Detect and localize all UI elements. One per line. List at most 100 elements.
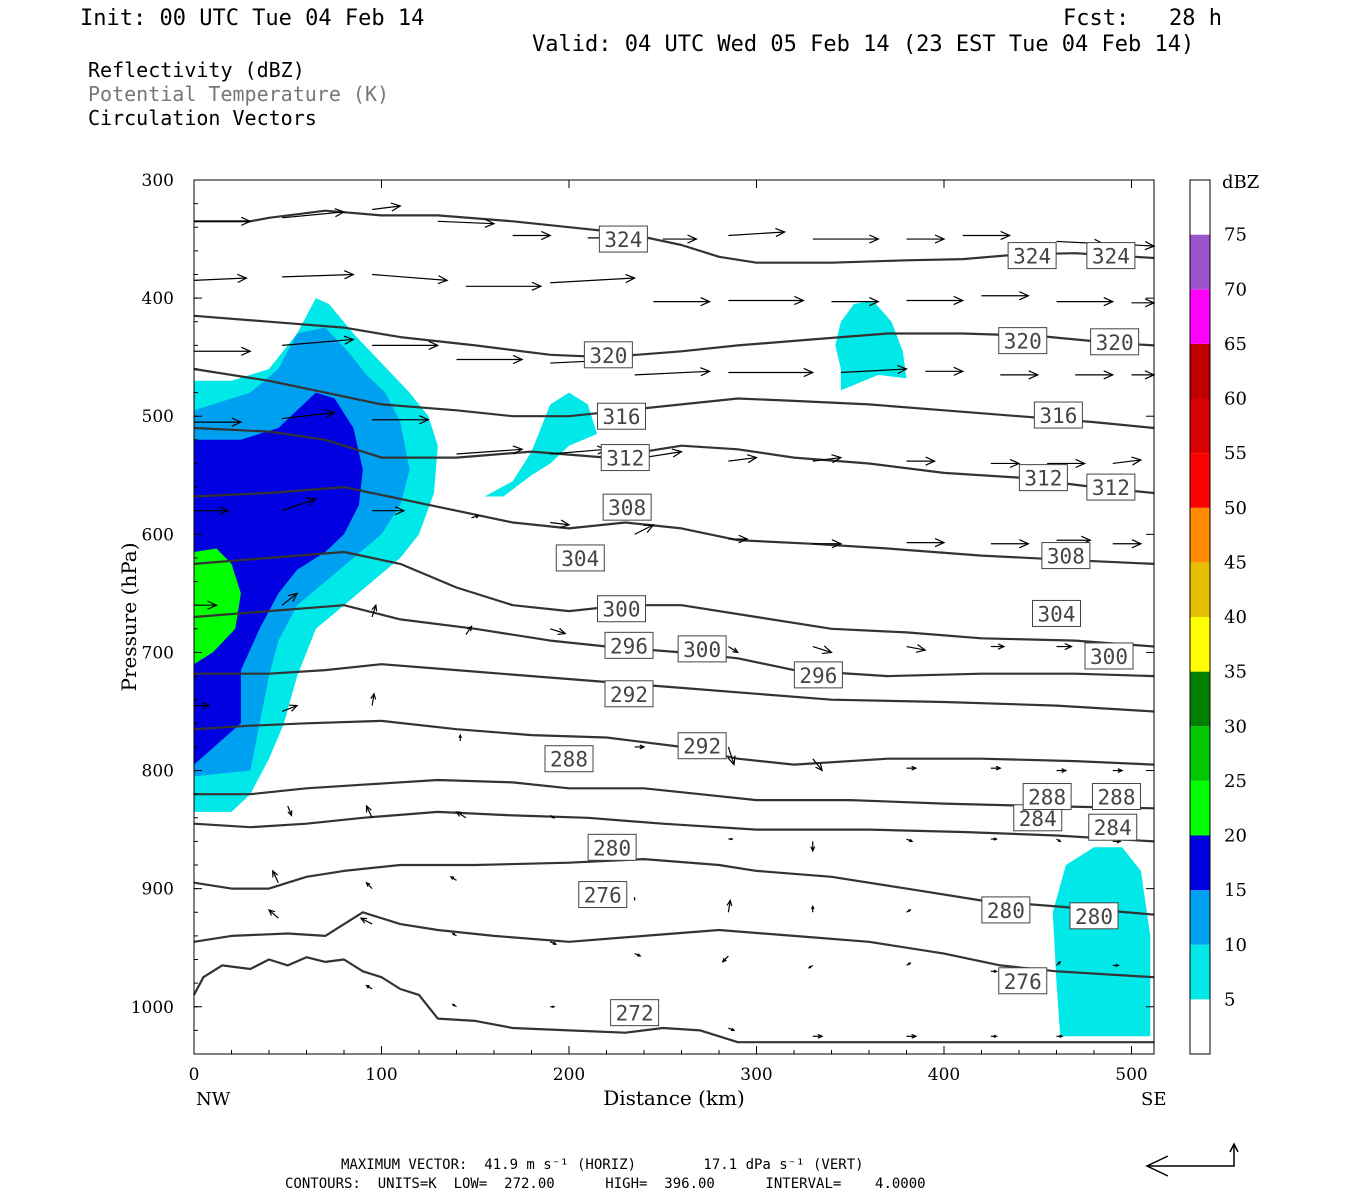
vector-shaft (840, 368, 907, 374)
y-tick-label: 900 (142, 880, 174, 900)
circulation-vector (370, 692, 377, 706)
contour-label-304: 304 (555, 544, 605, 572)
vector-shaft (371, 693, 375, 706)
circulation-vector (550, 519, 571, 529)
vector-arrowhead (821, 645, 833, 655)
circulation-vector (365, 881, 373, 890)
contour-label-316: 316 (1033, 401, 1083, 429)
circulation-vector (1112, 963, 1120, 968)
vector-arrowhead (637, 953, 642, 957)
reflectivity-region-5dbz (1052, 847, 1151, 1037)
plot-frame (193, 179, 1155, 1055)
contour-label-box (587, 833, 637, 861)
x-tick-label: 200 (553, 1065, 585, 1085)
vector-arrowhead (394, 506, 406, 516)
contour-label-text: 324 (604, 228, 642, 252)
contour-label-box (578, 881, 628, 909)
vector-arrowhead (993, 969, 998, 974)
circulation-vector (962, 230, 1012, 241)
colorbar-swatch (1190, 944, 1210, 1000)
contour-label-324: 324 (1007, 242, 1057, 270)
vector-shaft (456, 448, 523, 455)
contour-label-284: 284 (1013, 804, 1063, 832)
colorbar-swatch (1190, 999, 1210, 1054)
vector-shaft (268, 909, 279, 919)
circulation-vector (456, 354, 524, 365)
contour-label-box (1007, 242, 1057, 270)
colorbar-tick-label: 50 (1224, 498, 1247, 519)
vector-arrowhead (218, 506, 230, 516)
colorbar-tick-label: 30 (1224, 716, 1247, 737)
contour-label-box (1041, 542, 1091, 570)
vector-shaft (365, 805, 373, 819)
colorbar-swatch (1190, 890, 1210, 945)
vector-arrowhead (934, 537, 946, 548)
contour-label-text: 304 (561, 547, 599, 571)
vector-shaft (281, 498, 317, 512)
vector-arrowhead (908, 962, 912, 966)
circulation-vector (1112, 456, 1143, 466)
vector-arrowhead (915, 644, 927, 653)
contour-label-text: 284 (1019, 807, 1057, 831)
circulation-vector (990, 969, 998, 974)
circulation-vector (990, 539, 1030, 549)
circulation-vector (267, 908, 279, 919)
contour-label-text: 272 (616, 1002, 654, 1026)
contour-label-300: 300 (677, 635, 727, 663)
colorbar-swatch (1190, 617, 1210, 672)
circulation-vector (194, 216, 252, 226)
contour-label-text: 312 (1024, 467, 1062, 491)
colorbar-swatch (1190, 180, 1210, 235)
vector-arrowhead (451, 1003, 455, 1007)
vector-arrowhead (934, 234, 946, 244)
x-tick-label: 0 (189, 1065, 200, 1085)
circulation-vector (728, 1027, 736, 1032)
vector-shaft (634, 524, 654, 535)
vector-arrowhead (1075, 458, 1087, 469)
colorbar-swatch (1190, 398, 1210, 454)
vector-arrowhead (727, 755, 736, 767)
circulation-vector (1056, 1034, 1064, 1038)
vector-arrowhead (993, 837, 998, 841)
vector-arrowhead (512, 354, 524, 365)
vector-shaft (372, 273, 448, 281)
circulation-vector (512, 230, 552, 241)
contour-label-text: 280 (1075, 905, 1113, 929)
y-axis-label: Pressure (hPa) (117, 543, 141, 692)
circulation-vector (728, 534, 749, 544)
circulation-vector (272, 869, 279, 884)
contour-label-280: 280 (587, 833, 637, 861)
vector-arrowhead (451, 932, 455, 936)
vector-shaft (193, 277, 247, 281)
theta-contour-276 (193, 911, 1155, 979)
colorbar-tick-label: 55 (1224, 443, 1247, 464)
vector-arrowhead (730, 1027, 736, 1032)
vector-shaft (372, 205, 401, 211)
vector-arrowhead (908, 909, 912, 913)
theta-contour-284 (193, 810, 1155, 843)
vector-shaft (465, 626, 472, 636)
circulation-vector (812, 645, 833, 655)
vector-arrowhead (1131, 456, 1143, 466)
vector-shaft (727, 900, 731, 913)
contour-label-text: 324 (1092, 245, 1130, 269)
vector-arrowhead (811, 904, 815, 910)
vector-arrowhead (541, 230, 552, 241)
circulation-vector (550, 273, 637, 284)
contour-label-box (1086, 473, 1136, 501)
contour-label-312: 312 (600, 444, 650, 472)
circulation-vector (906, 962, 912, 966)
circulation-vector (465, 281, 543, 291)
vector-arrowhead (475, 514, 481, 519)
circulation-vector (634, 953, 642, 957)
vector-arrowhead (207, 600, 218, 610)
circulation-vector (906, 765, 918, 771)
contour-label-276: 276 (998, 967, 1048, 995)
vector-shaft (728, 231, 785, 237)
circulation-vector (456, 445, 524, 455)
contour-label-box (1092, 783, 1141, 811)
circulation-vector (194, 701, 211, 710)
circulation-vector (365, 984, 373, 990)
circulation-vector (1112, 768, 1124, 773)
vector-arrowhead (267, 908, 276, 916)
